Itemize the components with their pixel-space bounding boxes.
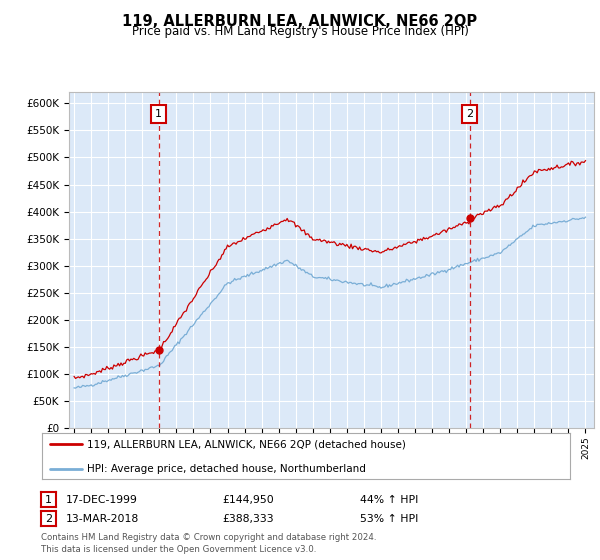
Text: 17-DEC-1999: 17-DEC-1999 xyxy=(65,494,137,505)
Text: 44% ↑ HPI: 44% ↑ HPI xyxy=(360,494,418,505)
Text: 119, ALLERBURN LEA, ALNWICK, NE66 2QP (detached house): 119, ALLERBURN LEA, ALNWICK, NE66 2QP (d… xyxy=(87,440,406,449)
Text: 13-MAR-2018: 13-MAR-2018 xyxy=(65,514,139,524)
Text: 1: 1 xyxy=(155,109,162,119)
Text: 2: 2 xyxy=(466,109,473,119)
Text: Price paid vs. HM Land Registry's House Price Index (HPI): Price paid vs. HM Land Registry's House … xyxy=(131,25,469,38)
Text: 1: 1 xyxy=(45,494,52,505)
Text: £144,950: £144,950 xyxy=(222,494,274,505)
Text: This data is licensed under the Open Government Licence v3.0.: This data is licensed under the Open Gov… xyxy=(41,545,316,554)
Text: 2: 2 xyxy=(45,514,52,524)
Text: HPI: Average price, detached house, Northumberland: HPI: Average price, detached house, Nort… xyxy=(87,464,366,474)
Text: 119, ALLERBURN LEA, ALNWICK, NE66 2QP: 119, ALLERBURN LEA, ALNWICK, NE66 2QP xyxy=(122,14,478,29)
Text: Contains HM Land Registry data © Crown copyright and database right 2024.: Contains HM Land Registry data © Crown c… xyxy=(41,533,376,542)
Text: 53% ↑ HPI: 53% ↑ HPI xyxy=(360,514,418,524)
Text: £388,333: £388,333 xyxy=(222,514,274,524)
